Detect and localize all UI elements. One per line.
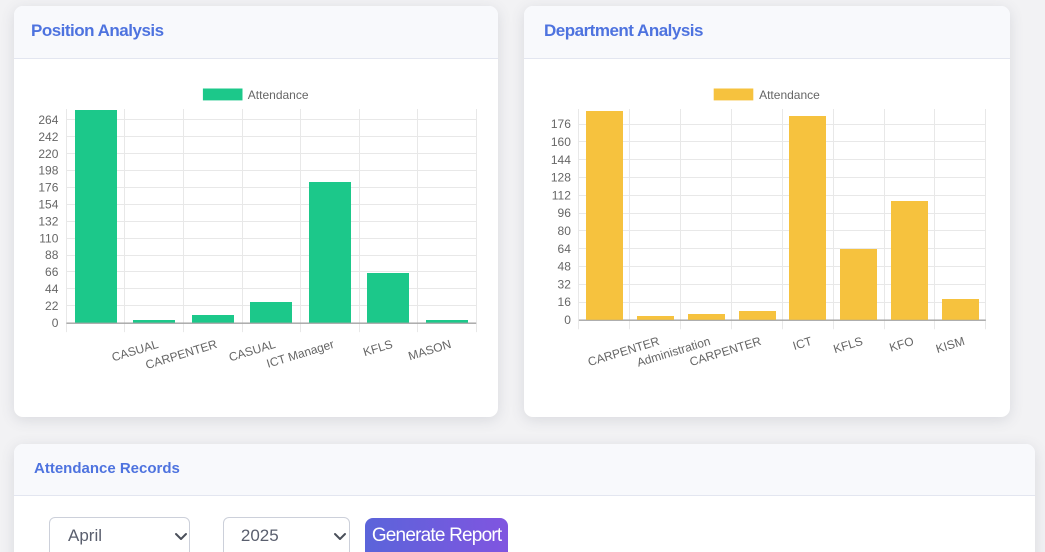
svg-text:44: 44 bbox=[45, 282, 59, 296]
svg-text:144: 144 bbox=[551, 153, 571, 167]
svg-text:MASON: MASON bbox=[407, 337, 453, 363]
svg-text:KFLS: KFLS bbox=[832, 334, 865, 356]
svg-text:0: 0 bbox=[52, 316, 59, 330]
svg-text:128: 128 bbox=[551, 171, 571, 185]
svg-text:ICT: ICT bbox=[791, 334, 814, 353]
svg-text:Attendance: Attendance bbox=[248, 88, 309, 102]
svg-text:22: 22 bbox=[45, 299, 59, 313]
svg-text:64: 64 bbox=[558, 242, 572, 256]
svg-text:0: 0 bbox=[564, 313, 571, 327]
svg-text:242: 242 bbox=[38, 130, 58, 144]
svg-text:160: 160 bbox=[551, 135, 571, 149]
svg-text:112: 112 bbox=[552, 188, 571, 202]
svg-text:176: 176 bbox=[38, 181, 58, 195]
svg-text:220: 220 bbox=[38, 147, 58, 161]
svg-text:32: 32 bbox=[558, 277, 572, 291]
svg-text:96: 96 bbox=[558, 206, 572, 220]
svg-text:KFO: KFO bbox=[888, 334, 916, 355]
svg-text:ICT Manager: ICT Manager bbox=[265, 337, 336, 371]
svg-text:KFLS: KFLS bbox=[361, 337, 394, 359]
svg-text:48: 48 bbox=[558, 260, 572, 274]
svg-text:198: 198 bbox=[38, 164, 58, 178]
svg-text:16: 16 bbox=[558, 295, 572, 309]
svg-text:80: 80 bbox=[558, 224, 572, 238]
svg-text:176: 176 bbox=[551, 117, 571, 131]
svg-text:110: 110 bbox=[39, 231, 58, 245]
svg-text:88: 88 bbox=[45, 248, 59, 262]
svg-text:154: 154 bbox=[38, 198, 58, 212]
svg-text:Attendance: Attendance bbox=[759, 88, 820, 102]
svg-text:66: 66 bbox=[45, 265, 59, 279]
svg-text:264: 264 bbox=[38, 113, 58, 127]
svg-text:KISM: KISM bbox=[934, 334, 966, 356]
svg-text:132: 132 bbox=[38, 214, 58, 228]
